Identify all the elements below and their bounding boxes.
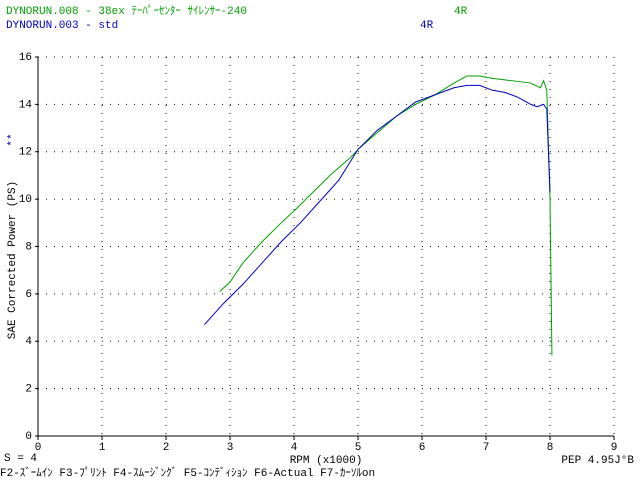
y-tick-label: 10	[19, 194, 32, 206]
header-file: DYNORUN.008 - 38ex ﾃｰﾊﾟｰｾﾝﾀｰ ｻｲﾚﾝｻｰ-240	[6, 4, 247, 18]
function-keys: F2-ｽﾞｰﾑｲﾝ F3-ﾌﾟﾘﾝﾄ F4-ｽﾑｰｼﾞﾝｸﾞ F5-ｺﾝﾃﾞｨｼ…	[0, 466, 375, 480]
header-file: DYNORUN.003 - std	[6, 20, 118, 32]
marker-label: **	[7, 133, 19, 146]
y-tick-label: 12	[19, 147, 32, 159]
y-tick-label: 6	[25, 289, 32, 301]
x-tick-label: 4	[291, 442, 298, 454]
x-tick-label: 2	[163, 442, 170, 454]
power-curve	[219, 75, 553, 356]
smoothing: S = 4	[4, 453, 37, 465]
x-tick-label: 7	[483, 442, 490, 454]
x-tick-label: 0	[35, 442, 42, 454]
header-gear: 4R	[420, 20, 434, 32]
x-axis-label: RPM (x1000)	[290, 455, 363, 467]
x-tick-label: 3	[227, 442, 234, 454]
x-tick-label: 6	[419, 442, 426, 454]
y-tick-label: 4	[25, 336, 32, 348]
y-tick-label: 8	[25, 241, 32, 253]
power-curve	[204, 84, 551, 326]
y-tick-label: 0	[25, 431, 32, 443]
y-tick-label: 16	[19, 52, 32, 64]
y-axis-label: SAE Corrected Power (PS)	[7, 181, 19, 339]
x-tick-label: 8	[547, 442, 554, 454]
x-tick-label: 5	[355, 442, 362, 454]
pep: PEP 4.95J°B	[561, 455, 634, 467]
header-gear: 4R	[454, 6, 468, 18]
x-tick-label: 1	[99, 442, 106, 454]
y-tick-label: 2	[25, 384, 32, 396]
x-tick-label: 9	[611, 442, 618, 454]
y-tick-label: 14	[19, 99, 33, 111]
